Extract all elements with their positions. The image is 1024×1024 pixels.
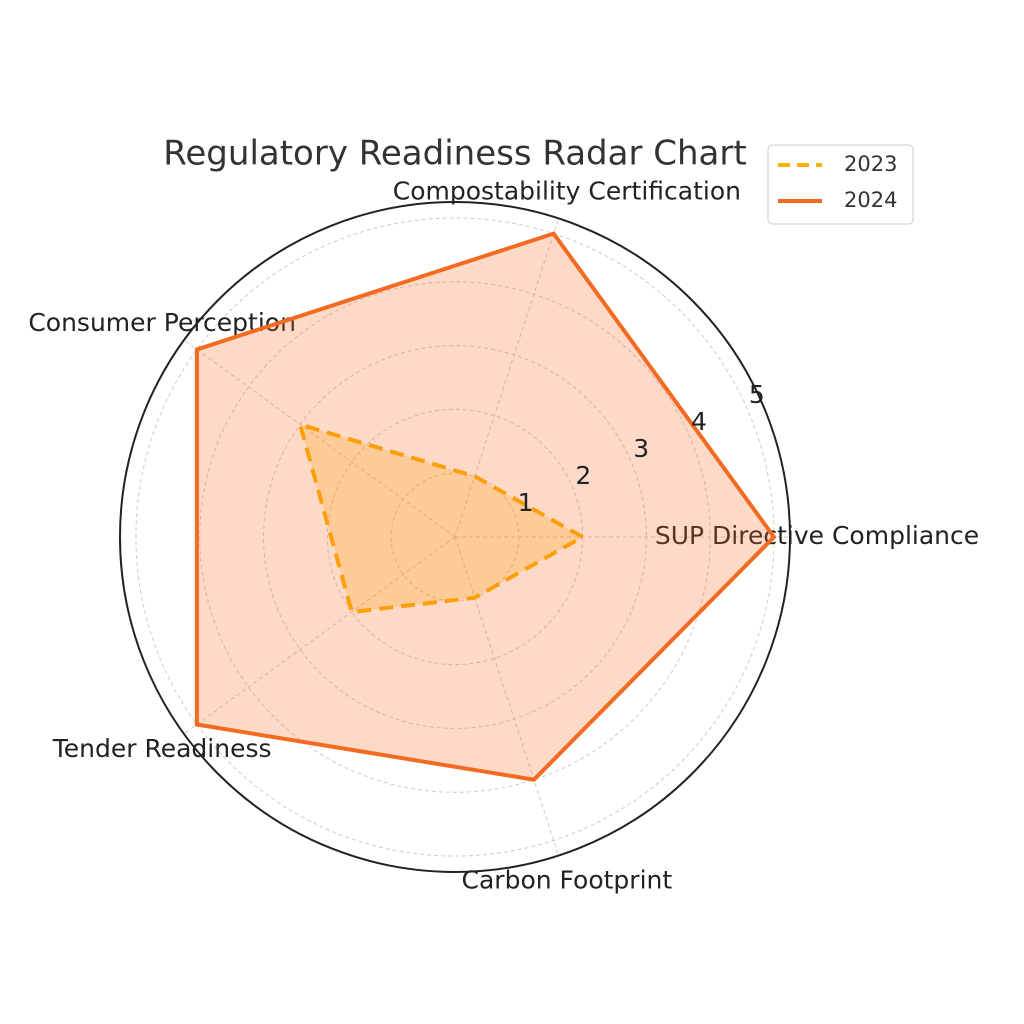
chart-title: Regulatory Readiness Radar Chart [163, 134, 746, 174]
series-line [297, 421, 587, 615]
category-label: Compostability Certification [393, 177, 741, 206]
r-tick-label: 5 [749, 380, 765, 409]
r-tick-label: 3 [633, 434, 649, 463]
legend-label: 2023 [844, 152, 897, 176]
category-label: SUP Directive Compliance [655, 521, 979, 550]
series-line [194, 231, 777, 782]
legend: 2023 2024 [767, 144, 914, 225]
r-tick-label: 2 [575, 461, 591, 490]
series-area [300, 424, 583, 612]
r-tick-label: 1 [518, 488, 534, 517]
outer-frame [119, 201, 791, 873]
series-area [196, 233, 774, 780]
category-label: Tender Readiness [52, 734, 272, 763]
r-tick-label: 4 [691, 407, 707, 436]
legend-label: 2024 [844, 188, 897, 212]
